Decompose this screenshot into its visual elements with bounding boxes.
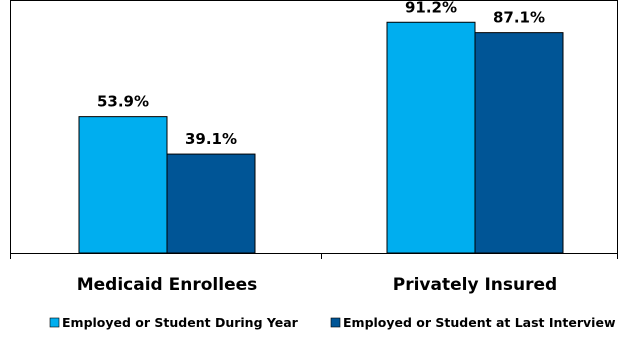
category-labels-group: Medicaid Enrollees Privately Insured [10, 253, 618, 295]
legend-label-0: Employed or Student During Year [62, 315, 299, 330]
category-label-0: Medicaid Enrollees [77, 275, 258, 295]
legend-swatch-0 [49, 317, 60, 328]
bar-1-0 [386, 21, 476, 254]
bars-group [78, 21, 564, 254]
bar-0-0 [78, 116, 168, 254]
data-label-0-0: 53.9% [97, 93, 149, 111]
data-labels-group: 53.9% 39.1% 91.2% 87.1% [97, 0, 545, 148]
data-label-1-0: 91.2% [405, 0, 457, 16]
bar-1-1 [474, 32, 564, 254]
data-label-1-1: 87.1% [493, 9, 545, 27]
data-label-0-1: 39.1% [185, 130, 237, 148]
category-label-1: Privately Insured [393, 275, 557, 295]
legend-swatch-1 [330, 317, 341, 328]
bar-0-1 [166, 153, 256, 254]
legend: Employed or Student During Year Employed … [49, 315, 616, 330]
legend-label-1: Employed or Student at Last Interview [343, 315, 616, 330]
